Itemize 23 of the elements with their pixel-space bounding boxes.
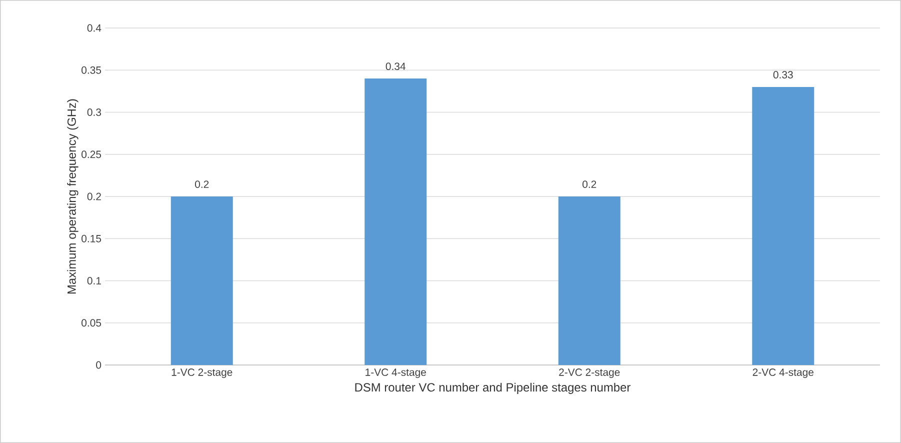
y-axis-title: Maximum operating frequency (GHz) <box>67 99 78 294</box>
y-tick-label: 0.35 <box>82 66 102 74</box>
y-tick-label: 0.05 <box>82 319 102 327</box>
y-tick-label: 0.1 <box>87 277 101 284</box>
bar <box>752 86 814 365</box>
y-tick-label: 0.3 <box>87 108 102 116</box>
x-tick-label: 2-VC 2-stage <box>559 368 620 378</box>
bar <box>364 78 427 365</box>
data-label: 0.33 <box>773 71 793 78</box>
data-label: 0.34 <box>386 62 406 70</box>
bar <box>170 196 233 365</box>
bar <box>558 196 620 365</box>
x-tick-label: 1-VC 4-stage <box>366 368 426 378</box>
y-tick-label: 0 <box>96 361 102 369</box>
y-tick-label: 0.15 <box>82 234 102 242</box>
y-tick-label: 0.25 <box>82 150 102 158</box>
y-tick-label: 0.4 <box>87 24 102 32</box>
x-tick-label: 2-VC 4-stage <box>752 368 814 378</box>
x-axis-title: DSM router VC number and Pipeline stages number <box>355 382 630 394</box>
data-label: 0.2 <box>195 180 209 188</box>
data-label: 0.2 <box>582 180 596 188</box>
x-tick-label: 1-VC 2-stage <box>172 368 232 378</box>
y-tick-label: 0.2 <box>87 192 101 200</box>
